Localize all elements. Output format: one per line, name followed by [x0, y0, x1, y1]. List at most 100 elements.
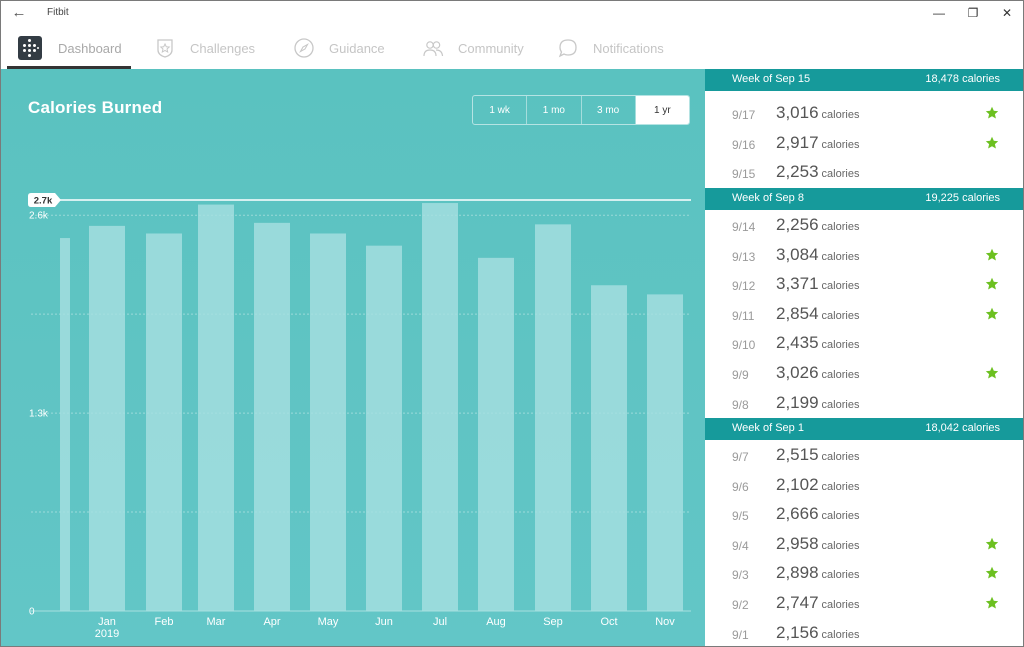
- day-row[interactable]: 9/12 3,371 calories: [705, 271, 1023, 301]
- day-row[interactable]: 9/8 2,199 calories: [705, 390, 1023, 420]
- week-header[interactable]: Week of Sep 1 18,042 calories: [705, 418, 1023, 440]
- x-tick-label: Nov: [655, 616, 675, 628]
- calorie-value: 2,515: [776, 445, 819, 464]
- week-header[interactable]: Week of Sep 15 18,478 calories: [705, 69, 1023, 91]
- calorie-unit: calories: [821, 599, 860, 611]
- calorie-value: 2,199: [776, 392, 819, 412]
- tab-notifications[interactable]: Notifications: [557, 27, 664, 69]
- day-calories: 2,253 calories: [776, 162, 859, 182]
- bar-may[interactable]: [310, 233, 346, 611]
- active-tab-indicator: [7, 66, 131, 69]
- goal-met-star-icon: [985, 596, 999, 609]
- day-date: 9/1: [732, 627, 749, 642]
- tab-label: Community: [458, 40, 524, 56]
- bar-aug[interactable]: [478, 257, 514, 611]
- day-calories: 2,854 calories: [776, 304, 859, 324]
- day-row[interactable]: 9/17 3,016 calories: [705, 100, 1023, 130]
- bar-mar[interactable]: [198, 204, 234, 612]
- day-calories: 2,666 calories: [776, 504, 859, 524]
- minimize-button[interactable]: —: [933, 6, 945, 20]
- goal-met-star-icon: [985, 307, 999, 320]
- day-calories: 3,371 calories: [776, 274, 859, 294]
- calorie-unit: calories: [821, 569, 860, 582]
- day-calories: 3,026 calories: [776, 363, 859, 383]
- title-bar: ← Fitbit — ❐ ✕: [1, 1, 1023, 27]
- tab-guidance[interactable]: Guidance: [293, 27, 385, 69]
- day-row[interactable]: 9/9 3,026 calories: [705, 360, 1023, 390]
- tab-dashboard[interactable]: Dashboard: [18, 27, 122, 69]
- range-1yr-button[interactable]: 1 yr: [635, 96, 689, 124]
- bar-apr[interactable]: [254, 222, 290, 612]
- day-row[interactable]: 9/11 2,854 calories: [705, 301, 1023, 331]
- back-arrow-icon[interactable]: ←: [11, 4, 27, 21]
- goal-met-star-icon: [985, 136, 999, 149]
- day-row[interactable]: 9/4 2,958 calories: [705, 531, 1023, 561]
- calorie-unit: calories: [821, 221, 860, 233]
- chart-title: Calories Burned: [28, 98, 163, 117]
- day-row[interactable]: 9/10 2,435 calories: [705, 330, 1023, 360]
- x-tick-label: Jun: [375, 616, 393, 628]
- week-total: 19,225 calories: [925, 192, 1000, 204]
- goal-met-star-icon: [985, 106, 999, 119]
- day-row[interactable]: 9/16 2,917 calories: [705, 130, 1023, 160]
- tab-label: Challenges: [190, 40, 256, 56]
- bar-jan-2019[interactable]: [89, 225, 125, 611]
- bar-nov[interactable]: [647, 294, 683, 611]
- week-label: Week of Sep 15: [732, 73, 811, 85]
- bar-oct[interactable]: [591, 285, 627, 611]
- week-total: 18,042 calories: [925, 422, 1000, 434]
- day-calories: 2,898 calories: [776, 563, 859, 583]
- day-row[interactable]: 9/13 3,084 calories: [705, 242, 1023, 272]
- week-header[interactable]: Week of Sep 8 19,225 calories: [705, 188, 1023, 210]
- day-row[interactable]: 9/7 2,515 calories: [705, 442, 1023, 472]
- range-3mo-button[interactable]: 3 mo: [582, 96, 636, 124]
- top-navigation: Dashboard Challenges Guidance Community …: [1, 27, 1023, 69]
- day-calories: 2,102 calories: [776, 475, 859, 495]
- week-total: 18,478 calories: [925, 73, 1000, 85]
- calorie-value: 2,666: [776, 504, 819, 524]
- bar-jun[interactable]: [366, 245, 402, 611]
- day-row[interactable]: 9/6 2,102 calories: [705, 472, 1023, 502]
- tab-community[interactable]: Community: [422, 27, 524, 69]
- day-row[interactable]: 9/1 2,156 calories: [705, 620, 1023, 646]
- x-tick-year-label: 2019: [95, 628, 119, 640]
- calorie-unit: calories: [821, 539, 860, 552]
- day-row[interactable]: 9/5 2,666 calories: [705, 501, 1023, 531]
- calorie-value: 2,898: [776, 563, 819, 583]
- tab-label: Dashboard: [58, 40, 122, 56]
- day-calories: 2,747 calories: [776, 593, 859, 613]
- tab-challenges[interactable]: Challenges: [154, 27, 255, 69]
- range-1mo-button[interactable]: 1 mo: [527, 96, 582, 124]
- bar-sep[interactable]: [535, 224, 571, 611]
- week-label: Week of Sep 8: [732, 192, 804, 204]
- x-tick-label: Sep: [543, 616, 563, 628]
- day-date: 9/4: [732, 538, 749, 553]
- calorie-value: 2,102: [776, 474, 819, 494]
- calorie-unit: calories: [821, 138, 860, 151]
- bar-dec[interactable]: [60, 238, 70, 612]
- goal-met-star-icon: [985, 248, 999, 261]
- tab-label: Notifications: [593, 40, 664, 56]
- range-1wk-button[interactable]: 1 wk: [473, 96, 528, 124]
- challenges-badge-icon: [157, 39, 173, 58]
- y-tick-label: 1.3k: [29, 409, 49, 420]
- calorie-value: 2,917: [776, 132, 819, 152]
- day-row[interactable]: 9/2 2,747 calories: [705, 590, 1023, 620]
- goal-met-star-icon: [985, 277, 999, 290]
- day-row[interactable]: 9/14 2,256 calories: [705, 212, 1023, 242]
- goal-met-star-icon: [985, 537, 999, 550]
- day-calories: 3,016 calories: [776, 103, 859, 123]
- day-row[interactable]: 9/15 2,253 calories: [705, 159, 1023, 189]
- close-button[interactable]: ✕: [1001, 6, 1013, 20]
- calorie-value: 2,435: [776, 333, 819, 353]
- calorie-unit: calories: [821, 168, 860, 181]
- bar-jul[interactable]: [422, 203, 458, 612]
- calorie-unit: calories: [821, 451, 860, 463]
- chat-bubble-icon: [558, 39, 577, 58]
- bar-feb[interactable]: [146, 233, 182, 611]
- day-calories: 2,156 calories: [776, 623, 859, 643]
- day-row[interactable]: 9/3 2,898 calories: [705, 560, 1023, 590]
- restore-button[interactable]: ❐: [967, 6, 979, 20]
- goal-marker: [28, 193, 61, 207]
- day-date: 9/17: [732, 108, 756, 122]
